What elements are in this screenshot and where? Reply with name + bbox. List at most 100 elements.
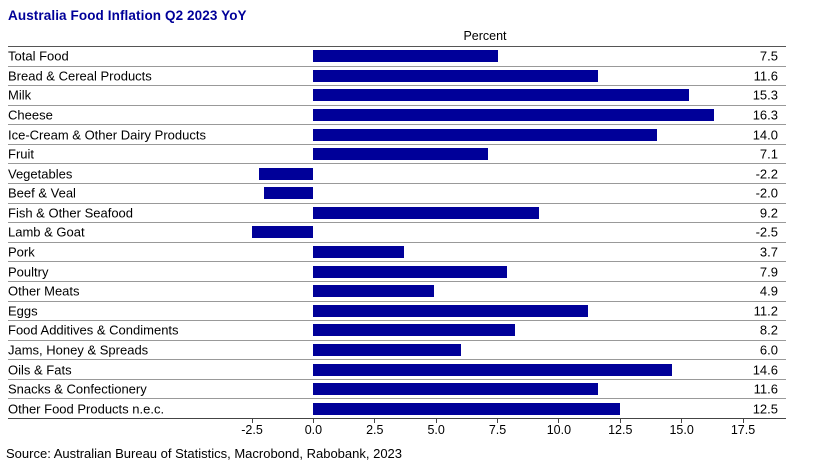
value-label: -2.5 (755, 224, 778, 240)
value-bar (313, 324, 515, 337)
value-bar (313, 50, 498, 63)
chart-row: Jams, Honey & Spreads 6.0 (8, 339, 786, 360)
value-bar (313, 402, 621, 415)
chart-row: Snacks & Confectionery 11.6 (8, 378, 786, 399)
value-bar (313, 265, 508, 278)
value-label: 14.6 (752, 362, 778, 378)
value-bar (252, 226, 314, 239)
category-label: Total Food (8, 48, 69, 64)
chart-row: Vegetables -2.2 (8, 163, 786, 183)
value-label: 11.2 (753, 303, 778, 319)
chart-row: Beef & Veal -2.0 (8, 183, 786, 203)
chart-row: Lamb & Goat -2.5 (8, 222, 786, 242)
x-tick-mark (435, 419, 437, 423)
chart-row: Ice-Cream & Other Dairy Products 14.0 (8, 124, 786, 144)
value-bar (313, 206, 540, 219)
x-tick-label: 7.5 (488, 423, 507, 437)
axis-title-percent: Percent (463, 29, 507, 43)
category-label: Fish & Other Seafood (8, 205, 134, 221)
category-label: Fruit (8, 146, 34, 162)
x-tick-label: 5.0 (427, 423, 445, 437)
value-bar (313, 109, 714, 122)
value-label: 6.0 (759, 342, 778, 358)
category-label: Milk (8, 87, 32, 103)
x-tick-mark (251, 419, 253, 423)
category-label: Beef & Veal (8, 185, 76, 201)
value-label: 15.3 (752, 87, 778, 103)
chart-row: Pork 3.7 (8, 241, 786, 262)
chart-row: Cheese 16.3 (8, 104, 786, 125)
chart-row: Fruit 7.1 (8, 143, 786, 164)
value-label: 7.9 (759, 264, 778, 280)
value-label: 3.7 (759, 244, 778, 260)
value-label: 11.6 (753, 68, 778, 84)
x-tick-label: 10.0 (546, 423, 572, 437)
chart-row: Oils & Fats 14.6 (8, 359, 786, 379)
value-bar (313, 246, 405, 259)
value-bar (313, 383, 599, 396)
value-bar (313, 304, 589, 317)
value-label: 7.1 (759, 146, 778, 162)
x-tick-mark (619, 419, 621, 423)
page-title: Australia Food Inflation Q2 2023 YoY (8, 8, 247, 23)
category-label: Lamb & Goat (8, 224, 85, 240)
x-tick-mark (681, 419, 683, 423)
value-bar (313, 89, 689, 102)
value-label: -2.2 (755, 166, 778, 182)
category-label: Poultry (8, 264, 49, 280)
value-bar (313, 343, 461, 356)
x-tick-label: 12.5 (608, 423, 633, 437)
value-bar (313, 128, 658, 141)
x-tick-label: 17.5 (730, 423, 756, 437)
value-label: 16.3 (752, 107, 778, 123)
category-label: Eggs (8, 303, 38, 319)
chart-row: Milk 15.3 (8, 85, 786, 105)
chart-row: Fish & Other Seafood 9.2 (8, 202, 786, 223)
chart-row: Food Additives & Condiments 8.2 (8, 320, 786, 340)
value-label: 11.6 (753, 381, 778, 397)
x-axis: -2.5 0.0 2.5 5.0 7.5 10.0 12.5 15.0 17.5 (8, 419, 786, 441)
x-tick-mark (374, 419, 376, 423)
chart-row: Total Food 7.5 (8, 46, 786, 66)
category-label: Cheese (8, 107, 53, 123)
value-label: 8.2 (759, 322, 778, 338)
category-label: Pork (8, 244, 35, 260)
value-label: -2.0 (755, 185, 778, 201)
x-tick-label: 2.5 (366, 423, 384, 437)
x-tick-mark (497, 419, 499, 423)
value-bar (313, 148, 488, 161)
value-bar (313, 285, 434, 298)
category-label: Ice-Cream & Other Dairy Products (8, 127, 206, 143)
x-tick-mark (742, 419, 744, 423)
chart-row: Poultry 7.9 (8, 261, 786, 281)
value-label: 4.9 (759, 283, 778, 299)
x-tick-label: 0.0 (304, 423, 323, 437)
x-tick-label: 15.0 (669, 423, 694, 437)
value-label: 9.2 (759, 205, 778, 221)
category-label: Other Food Products n.e.c. (8, 401, 165, 417)
x-tick-mark (312, 419, 314, 423)
value-label: 14.0 (752, 127, 778, 143)
bar-chart: Total Food 7.5 Bread & Cereal Products 1… (8, 46, 786, 419)
category-label: Snacks & Confectionery (8, 381, 147, 397)
category-label: Bread & Cereal Products (8, 68, 152, 84)
chart-row: Other Food Products n.e.c. 12.5 (8, 398, 786, 418)
category-label: Vegetables (8, 166, 73, 182)
category-label: Oils & Fats (8, 362, 72, 378)
value-bar (259, 167, 314, 180)
source-note: Source: Australian Bureau of Statistics,… (6, 446, 403, 461)
chart-row: Bread & Cereal Products 11.6 (8, 65, 786, 86)
value-bar (264, 187, 314, 200)
x-tick-mark (558, 419, 560, 423)
value-label: 12.5 (752, 401, 778, 417)
chart-row: Eggs 11.2 (8, 300, 786, 321)
value-label: 7.5 (759, 48, 778, 64)
x-tick-label: -2.5 (241, 423, 263, 437)
category-label: Food Additives & Condiments (8, 322, 179, 338)
value-bar (313, 363, 672, 376)
category-label: Other Meats (8, 283, 80, 299)
value-bar (313, 69, 599, 82)
chart-row: Other Meats 4.9 (8, 280, 786, 301)
category-label: Jams, Honey & Spreads (8, 342, 149, 358)
